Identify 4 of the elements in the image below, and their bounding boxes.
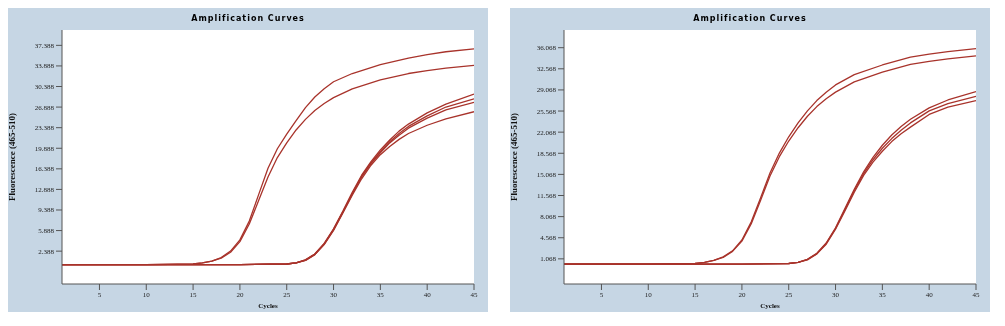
- y-axis-title: Fluorescence (465-510): [7, 112, 18, 202]
- chart-title: Amplification Curves: [692, 13, 808, 25]
- y-axis-title: Fluorescence (465-510): [509, 112, 520, 202]
- chart-title: Amplification Curves: [190, 13, 306, 25]
